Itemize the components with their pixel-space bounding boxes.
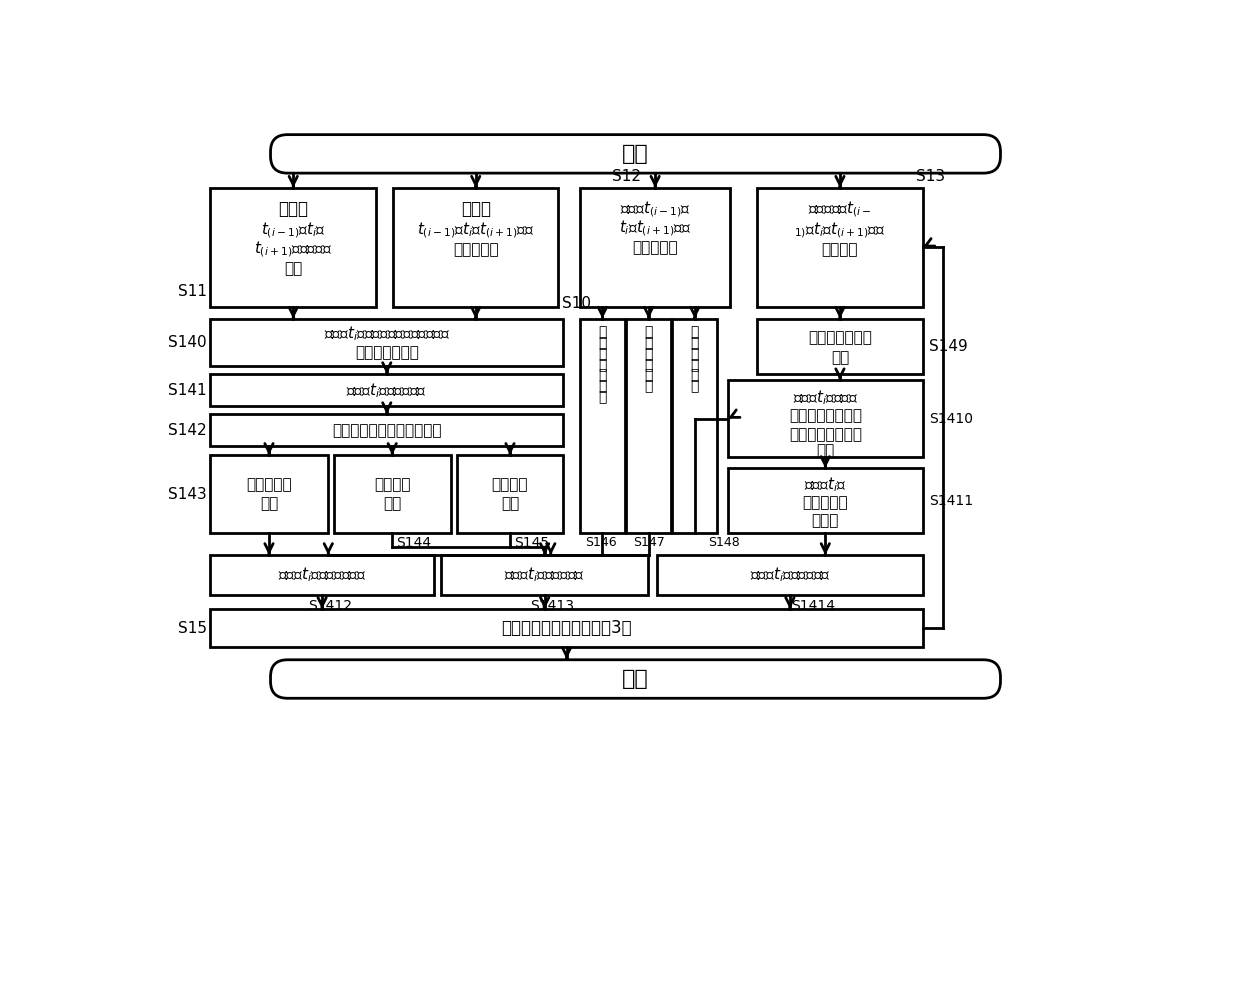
Text: S146: S146 [585,536,616,549]
Text: 期望接触力: 期望接触力 [453,242,498,257]
Text: S1412: S1412 [308,599,352,613]
Text: S1410: S1410 [929,412,973,426]
Text: 机械臂$t_i$末端位姿: 机械臂$t_i$末端位姿 [792,388,858,407]
Text: 期: 期 [691,347,699,361]
Text: 姿: 姿 [691,379,699,393]
Text: 望: 望 [598,358,606,372]
Text: S10: S10 [563,296,591,311]
Text: S11: S11 [177,284,207,299]
Text: 机械臂闭环控制（参照图3）: 机械臂闭环控制（参照图3） [501,619,632,637]
Bar [211,319,563,366]
Text: 动: 动 [691,336,699,350]
Text: 误差、同步位姿误: 误差、同步位姿误 [789,408,862,423]
Text: 阻抗期望: 阻抗期望 [374,477,410,492]
Text: $_{1)}$、$t_i$、$t_{(i+1)}$关节: $_{1)}$、$t_i$、$t_{(i+1)}$关节 [795,220,885,240]
Bar [211,455,327,533]
Text: 机械臂末端实际: 机械臂末端实际 [808,330,872,345]
Text: S144: S144 [396,536,432,550]
Text: 速度: 速度 [260,496,278,511]
Text: 动: 动 [598,336,606,350]
Bar [758,319,923,374]
Text: S147: S147 [632,536,665,549]
Bar [211,555,434,595]
Text: 运: 运 [645,326,652,340]
Text: 绝对角度: 绝对角度 [822,242,858,257]
Text: 补偿量: 补偿量 [812,513,839,528]
Text: S140: S140 [167,335,207,350]
Text: $t_i$、$t_{(i+1)}$的期: $t_i$、$t_{(i+1)}$的期 [619,219,691,238]
Text: 机械臂末端同步阻抗控制器: 机械臂末端同步阻抗控制器 [332,423,441,438]
Text: 机械臂$t_i$同步期望速度: 机械臂$t_i$同步期望速度 [505,566,585,584]
Text: S145: S145 [513,536,549,550]
Text: 机械臂$t_i$末端力补偿量: 机械臂$t_i$末端力补偿量 [346,381,427,400]
Bar [393,188,558,307]
Text: 位: 位 [691,369,699,383]
Text: 望运动状态: 望运动状态 [632,240,678,255]
Text: S15: S15 [177,621,207,636]
Text: 运: 运 [691,326,699,340]
FancyBboxPatch shape [270,135,1001,173]
Text: 望: 望 [645,358,652,372]
Text: 机械臂$t_{(i-1)}$、: 机械臂$t_{(i-1)}$、 [620,200,691,219]
Text: 机械臂: 机械臂 [461,200,491,218]
Text: 运: 运 [598,326,606,340]
Text: 加: 加 [598,369,606,383]
Text: S143: S143 [167,487,207,502]
Text: S149: S149 [929,339,967,354]
Text: 度: 度 [598,390,606,404]
Text: 同步力耦合误差: 同步力耦合误差 [355,345,419,360]
Bar [334,455,450,533]
Bar [657,555,923,595]
Text: 度: 度 [645,379,652,393]
Text: 开始: 开始 [622,144,649,164]
Bar [672,319,717,533]
Text: S13: S13 [916,169,945,184]
FancyBboxPatch shape [270,660,1001,698]
Bar [211,188,376,307]
Text: 触力: 触力 [284,261,303,276]
Bar [728,380,923,457]
Text: 差、同步位姿耦合: 差、同步位姿耦合 [789,427,862,442]
Bar [626,319,671,533]
Text: S148: S148 [708,536,740,549]
Text: 误差: 误差 [816,444,835,459]
Text: 位姿: 位姿 [831,350,849,365]
Bar [211,414,563,446]
Text: S1411: S1411 [929,494,973,508]
Text: $t_{(i-1)}$、$t_i$、$t_{(i+1)}$末端: $t_{(i-1)}$、$t_i$、$t_{(i+1)}$末端 [417,220,534,240]
Text: S12: S12 [611,169,641,184]
Bar [211,609,923,647]
Text: S1413: S1413 [531,599,574,613]
Text: 机械臂$t_i$同步期望加速度: 机械臂$t_i$同步期望加速度 [278,566,366,584]
Bar [211,374,563,406]
Text: 速: 速 [645,369,652,383]
Text: 机械臂: 机械臂 [278,200,309,218]
Text: 速度: 速度 [383,496,402,511]
Text: 速: 速 [598,379,606,393]
Text: 位姿: 位姿 [501,496,520,511]
Text: 测量机械臂$t_{(i-}$: 测量机械臂$t_{(i-}$ [808,200,872,219]
Text: S1414: S1414 [791,599,835,613]
Text: 阻抗期望: 阻抗期望 [492,477,528,492]
Text: 结束: 结束 [622,669,649,689]
Text: $t_{(i-1)}$、$t_i$、: $t_{(i-1)}$、$t_i$、 [260,220,325,240]
Text: 机械臂$t_i$末: 机械臂$t_i$末 [804,476,847,494]
Bar [441,555,647,595]
Text: 机械臂$t_i$同步期望位姿: 机械臂$t_i$同步期望位姿 [749,566,831,584]
Text: 期: 期 [598,347,606,361]
Text: 望: 望 [691,358,699,372]
Bar [758,188,923,307]
Text: 机械臂$t_i$末端力误差、同步力误差、: 机械臂$t_i$末端力误差、同步力误差、 [324,325,450,343]
Bar [580,319,625,533]
Text: 期: 期 [645,347,652,361]
Bar [456,455,563,533]
Text: 动: 动 [645,336,652,350]
Text: $t_{(i+1)}$末端实际接: $t_{(i+1)}$末端实际接 [254,240,332,259]
Bar [580,188,730,307]
Text: 阻抗期望加: 阻抗期望加 [247,477,291,492]
Bar [728,468,923,533]
Text: S142: S142 [167,423,207,438]
Text: S141: S141 [167,383,207,398]
Text: 端同步位姿: 端同步位姿 [802,495,848,510]
